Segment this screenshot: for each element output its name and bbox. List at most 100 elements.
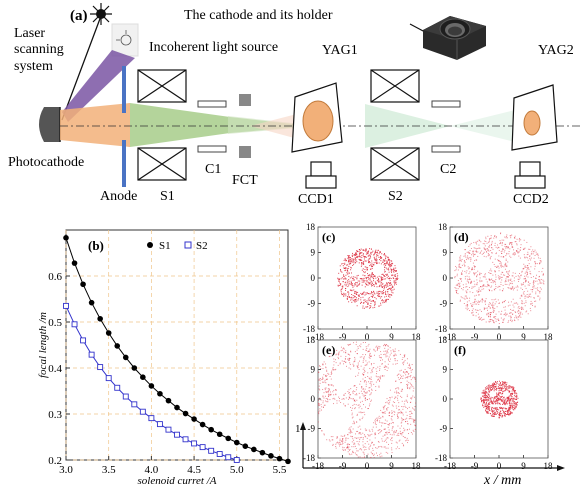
scatter-dot bbox=[374, 306, 376, 308]
scatter-dot bbox=[505, 414, 507, 416]
scatter-dot bbox=[386, 408, 388, 410]
scatter-dot bbox=[355, 454, 357, 456]
scatter-dot bbox=[406, 401, 408, 403]
scatter-dot bbox=[368, 390, 370, 392]
scatter-dot bbox=[408, 364, 410, 366]
scatter-dot bbox=[396, 442, 398, 444]
scatter-dot bbox=[389, 287, 391, 289]
scatter-dot bbox=[454, 270, 456, 272]
scatter-dot bbox=[515, 241, 517, 243]
scatter-dot bbox=[368, 254, 370, 256]
scatter-dot bbox=[365, 256, 367, 258]
scatter-dot bbox=[533, 287, 535, 289]
scatter-dot bbox=[498, 285, 500, 287]
scatter-dot bbox=[494, 408, 496, 410]
scatter-dot bbox=[495, 397, 497, 399]
scatter-dot bbox=[325, 366, 327, 368]
scatter-dot bbox=[482, 243, 484, 245]
scatter-dot bbox=[477, 255, 479, 257]
scatter-dot bbox=[373, 354, 375, 356]
scatter-dot bbox=[355, 254, 357, 256]
scatter-dot bbox=[457, 288, 459, 290]
scatter-dot bbox=[406, 439, 408, 441]
scatter-dot bbox=[542, 273, 544, 275]
scatter-dot bbox=[474, 299, 476, 301]
scatter-dot bbox=[530, 266, 532, 268]
scatter-dot bbox=[346, 271, 348, 273]
scatter-dot bbox=[324, 389, 326, 391]
data-point-s1 bbox=[251, 446, 257, 453]
scatter-dot bbox=[466, 309, 468, 311]
scatter-dot bbox=[386, 431, 388, 433]
scatter-dot bbox=[533, 257, 535, 259]
scatter-dot bbox=[489, 413, 491, 415]
scatter-dot bbox=[395, 281, 397, 283]
scatter-dot bbox=[512, 401, 514, 403]
scatter-dot bbox=[529, 256, 531, 258]
scatter-dot bbox=[368, 255, 370, 257]
scatter-dot bbox=[351, 284, 353, 286]
scatter-dot bbox=[508, 386, 510, 388]
scatter-dot bbox=[350, 282, 352, 284]
scatter-dot bbox=[471, 268, 473, 270]
scatter-dot bbox=[495, 236, 497, 238]
scatter-dot bbox=[350, 368, 352, 370]
scatter-dot bbox=[349, 428, 351, 430]
scatter-dot bbox=[358, 407, 360, 409]
scatter-dot bbox=[359, 397, 361, 399]
scatter-dot bbox=[416, 367, 417, 368]
scatter-dot bbox=[354, 360, 356, 362]
scatter-dot bbox=[360, 265, 362, 267]
scatter-dot bbox=[489, 410, 491, 412]
scatter-dot bbox=[490, 286, 492, 288]
scatter-dot bbox=[502, 382, 504, 384]
scatter-dot bbox=[348, 432, 350, 434]
scatter-dot bbox=[397, 417, 399, 419]
scatter-dot bbox=[534, 249, 536, 251]
scatter-dot bbox=[498, 414, 500, 416]
focal-length-chart: 3.0 3.5 4.0 4.5 5.0 5.50.20.30.40.50.6 (b) S1… bbox=[37, 229, 291, 487]
scatter-dot bbox=[361, 457, 363, 458]
scatter-dot bbox=[333, 350, 335, 352]
scatter-dot bbox=[376, 259, 378, 261]
scatter-dot bbox=[458, 266, 460, 268]
scatter-dot bbox=[364, 272, 366, 274]
scatter-dot bbox=[505, 247, 507, 249]
scatter-dot bbox=[413, 419, 415, 421]
data-point-s2 bbox=[182, 436, 189, 443]
scatter-dot bbox=[517, 309, 519, 311]
scatter-dot bbox=[333, 364, 335, 366]
scatter-dot bbox=[373, 253, 375, 255]
scatter-dot bbox=[356, 278, 358, 280]
scatter-dot bbox=[366, 349, 368, 351]
scatter-dot bbox=[486, 307, 488, 309]
scatter-dot bbox=[358, 411, 360, 413]
scatter-dot bbox=[371, 428, 373, 430]
scatter-dot bbox=[379, 432, 381, 434]
scatter-dot bbox=[350, 297, 352, 299]
scatter-dot bbox=[325, 398, 327, 400]
scatter-dot bbox=[513, 306, 515, 308]
scatter-dot bbox=[483, 406, 485, 408]
scatter-dot bbox=[508, 251, 510, 253]
scatter-dot bbox=[389, 280, 391, 282]
scatter-dot bbox=[382, 273, 384, 275]
scatter-dot bbox=[352, 259, 354, 261]
scatter-dot bbox=[483, 285, 485, 287]
scatter-dot bbox=[353, 400, 355, 402]
scatter-dot bbox=[528, 284, 530, 286]
scatter-dot bbox=[534, 263, 536, 265]
scatter-dot bbox=[333, 369, 335, 371]
scatter-dot bbox=[363, 456, 365, 458]
scatter-dot bbox=[323, 404, 325, 406]
scatter-dot bbox=[367, 351, 369, 353]
scatter-dot bbox=[357, 255, 359, 257]
scatter-dot bbox=[409, 365, 411, 367]
scatter-dot bbox=[516, 285, 518, 287]
scatter-dot bbox=[485, 388, 487, 390]
scatter-dot bbox=[408, 428, 410, 430]
scatter-dot bbox=[359, 439, 361, 441]
scatter-dot bbox=[530, 276, 532, 278]
scatter-dot bbox=[389, 266, 391, 268]
scatter-dot bbox=[396, 362, 398, 364]
